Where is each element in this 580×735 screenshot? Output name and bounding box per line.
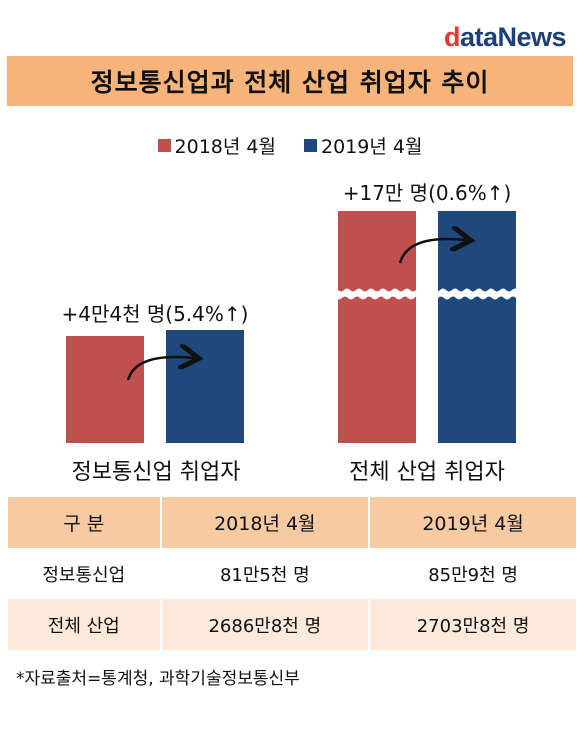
chart-legend: 2018년 4월 2019년 4월 bbox=[0, 132, 580, 159]
table-cell: 2686만8천 명 bbox=[159, 599, 370, 650]
table-row: 전체 산업 2686만8천 명 2703만8천 명 bbox=[8, 599, 576, 650]
legend-item-2019: 2019년 4월 bbox=[304, 132, 422, 159]
table-header-row: 구 분 2018년 4월 2019년 4월 bbox=[8, 497, 576, 548]
table-header: 2018년 4월 bbox=[159, 497, 370, 548]
data-table: 구 분 2018년 4월 2019년 4월 정보통신업 81만5천 명 85만9… bbox=[8, 497, 576, 650]
legend-swatch-2018 bbox=[157, 139, 171, 152]
table-header: 구 분 bbox=[8, 497, 161, 548]
increase-arrow-icon bbox=[126, 357, 194, 381]
category-label-ict: 정보통신업 취업자 bbox=[71, 460, 241, 485]
change-label-ict: +4만4천 명(5.4%↑) bbox=[61, 302, 249, 326]
source-note: *자료출처=통계청, 과학기술정보통신부 bbox=[16, 669, 300, 689]
increase-arrow-icon bbox=[398, 239, 466, 264]
change-label-all: +17만 명(0.6%↑) bbox=[342, 181, 512, 205]
axis-break-icon bbox=[330, 288, 524, 300]
category-label-all: 전체 산업 취업자 bbox=[349, 460, 505, 485]
table-cell: 2703만8천 명 bbox=[368, 599, 576, 650]
bar-0-1 bbox=[166, 330, 244, 443]
legend-label-2019: 2019년 4월 bbox=[321, 136, 423, 158]
bar-0-0 bbox=[66, 336, 144, 443]
legend-item-2018: 2018년 4월 bbox=[157, 132, 276, 159]
datanews-logo: dataNews bbox=[443, 22, 567, 52]
table-cell: 정보통신업 bbox=[42, 564, 126, 586]
bar-1-1 bbox=[438, 211, 516, 443]
table-header: 2019년 4월 bbox=[368, 497, 576, 548]
table-cell: 81만5천 명 bbox=[159, 548, 370, 599]
bar-chart bbox=[66, 211, 524, 443]
bar-1-0 bbox=[338, 211, 416, 443]
table-cell: 전체 산업 bbox=[8, 599, 161, 650]
legend-swatch-2019 bbox=[304, 139, 317, 152]
table-cell: 85만9천 명 bbox=[368, 548, 576, 599]
legend-label-2018: 2018년 4월 bbox=[174, 136, 276, 158]
page-title: 정보통신업과 전체 산업 취업자 추이 bbox=[7, 56, 573, 106]
table-row: 정보통신업 81만5천 명 85만9천 명 bbox=[8, 548, 576, 599]
